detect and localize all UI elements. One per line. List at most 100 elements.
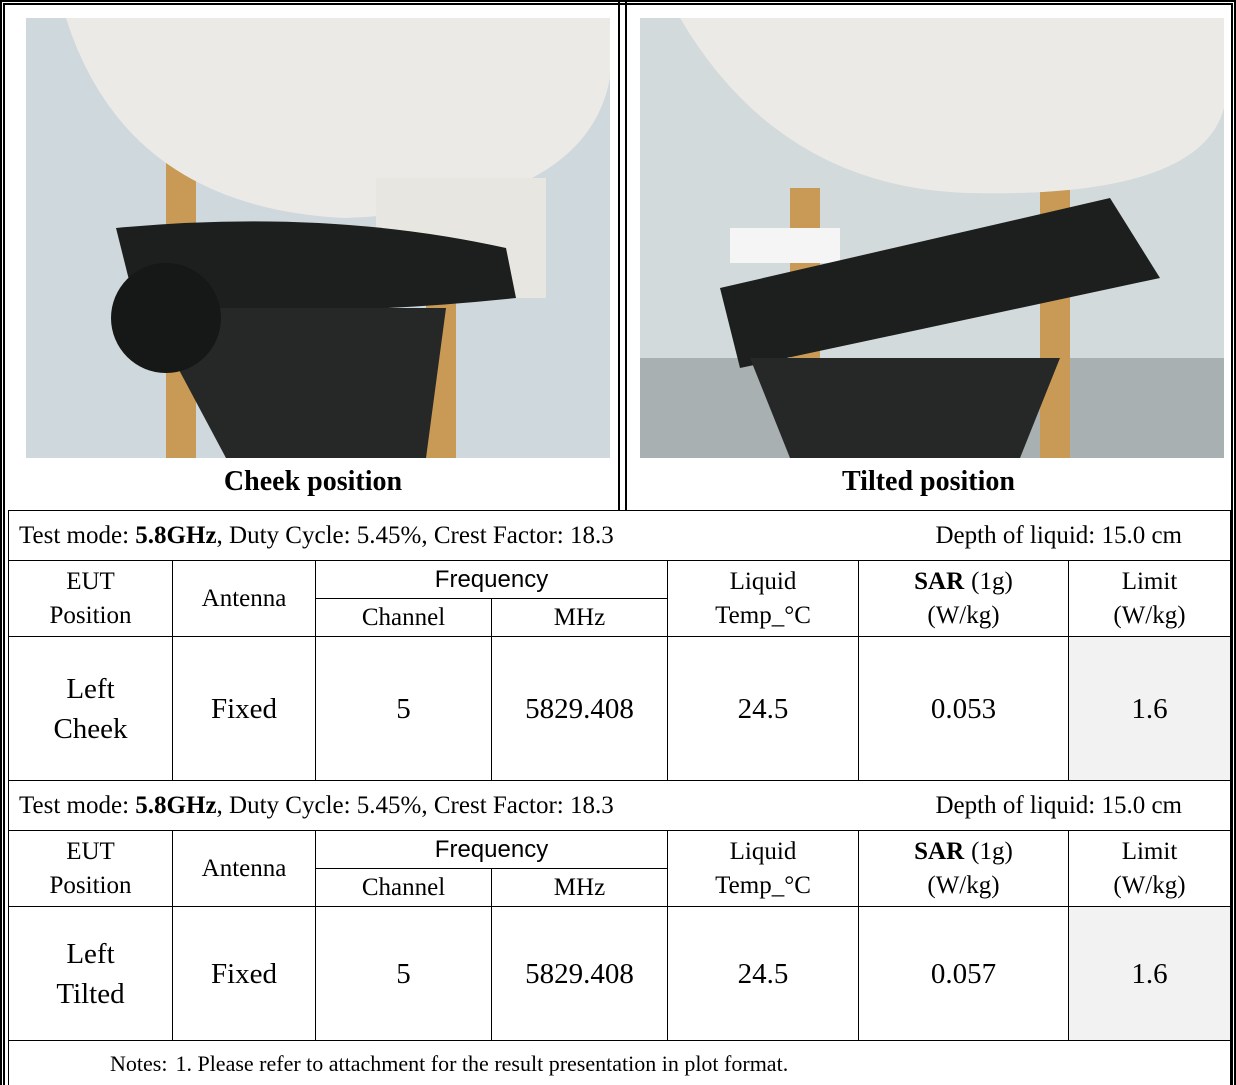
line: SAR (1g) — [914, 835, 1013, 869]
test-mode-row: Test mode: 5.8GHz, Duty Cycle: 5.45%, Cr… — [8, 510, 1231, 561]
header-text: Channel — [361, 873, 446, 901]
test-mode-row: Test mode: 5.8GHz, Duty Cycle: 5.45%, Cr… — [8, 780, 1231, 831]
header-cell: Limit (W/kg) — [1068, 560, 1231, 637]
photo-divider — [618, 0, 627, 510]
header-text: Temp_°C — [715, 601, 811, 629]
depth: Depth of liquid: 15.0 cm — [935, 521, 1183, 549]
header-text: EUT — [66, 567, 115, 595]
mode-rest: , Duty Cycle: 5.45%, Crest Factor: 18.3 — [216, 521, 614, 549]
data-cell: Left Tilted — [8, 906, 173, 1041]
line: Cheek — [53, 709, 127, 749]
header-text: MHz — [553, 873, 606, 901]
header-text: (1g) — [971, 567, 1013, 595]
notes: Notes: 1. Please refer to attachment for … — [8, 1040, 1231, 1085]
header-text: Frequency — [434, 835, 549, 863]
header-text: Temp_°C — [715, 871, 811, 899]
mode-rest: , Duty Cycle: 5.45%, Crest Factor: 18.3 — [216, 791, 614, 819]
data-cell: 5829.408 — [491, 636, 668, 781]
tilted-photo — [640, 18, 1224, 458]
header-cell: Frequency — [315, 560, 668, 599]
mode-value: 5.8GHz — [135, 791, 217, 819]
line: (W/kg) — [927, 599, 999, 633]
header-text: (1g) — [971, 837, 1013, 865]
note-item: 1. Please refer to attachment for the re… — [175, 1051, 789, 1076]
data-cell: 1.6 — [1068, 906, 1231, 1041]
notes-label: Notes: — [110, 1051, 168, 1076]
data-cell: Fixed — [172, 906, 316, 1041]
line: Position — [50, 599, 132, 633]
header-cell: EUT Position — [8, 830, 173, 907]
data-text: 1.6 — [1131, 692, 1168, 725]
line: Temp_°C — [715, 599, 811, 633]
data-text: 5829.408 — [525, 692, 634, 725]
data-text: Cheek — [53, 712, 128, 745]
data-text: 5 — [396, 957, 411, 990]
caption: Tilted position — [842, 466, 1015, 497]
header-text: MHz — [553, 603, 606, 631]
data-cell: 24.5 — [667, 636, 859, 781]
header-cell: Channel — [315, 868, 492, 907]
line: Liquid — [730, 565, 797, 599]
header-cell: MHz — [491, 868, 668, 907]
mode-value: 5.8GHz — [135, 521, 217, 549]
header-text: (W/kg) — [927, 601, 1000, 629]
mode-label: Test mode: — [19, 521, 136, 549]
line: EUT — [66, 565, 115, 599]
data-text: Tilted — [56, 977, 125, 1010]
header-cell: Limit (W/kg) — [1068, 830, 1231, 907]
line: Tilted — [56, 974, 124, 1014]
line: SAR (1g) — [914, 565, 1013, 599]
data-cell: Left Cheek — [8, 636, 173, 781]
header-text: Liquid — [729, 837, 797, 865]
data-text: 1.6 — [1131, 957, 1168, 990]
line: Limit — [1122, 565, 1178, 599]
line: (W/kg) — [927, 869, 999, 903]
header-cell: MHz — [491, 598, 668, 637]
header-cell: SAR (1g) (W/kg) — [858, 560, 1069, 637]
line: Left — [66, 669, 114, 709]
data-cell: Fixed — [172, 636, 316, 781]
data-text: Left — [66, 672, 115, 705]
header-cell: Antenna — [172, 830, 316, 907]
header-cell: Liquid Temp_°C — [667, 830, 859, 907]
header-text: (W/kg) — [1113, 601, 1186, 629]
depth: Depth of liquid: 15.0 cm — [935, 791, 1183, 819]
line: EUT — [66, 835, 115, 869]
line: (W/kg) — [1113, 599, 1185, 633]
header-cell: Channel — [315, 598, 492, 637]
header-cell: Antenna — [172, 560, 316, 637]
data-cell: 1.6 — [1068, 636, 1231, 781]
line: Limit — [1122, 835, 1178, 869]
data-cell: 5 — [315, 906, 492, 1041]
data-text: 5829.408 — [525, 957, 634, 990]
header-text: (W/kg) — [1113, 871, 1186, 899]
data-text: Left — [66, 937, 115, 970]
header-cell: SAR (1g) (W/kg) — [858, 830, 1069, 907]
header-text: (W/kg) — [927, 871, 1000, 899]
header-text: Limit — [1121, 567, 1178, 595]
header-cell: EUT Position — [8, 560, 173, 637]
line: Liquid — [730, 835, 797, 869]
data-text: 0.053 — [930, 692, 997, 725]
header-text: SAR — [914, 567, 965, 595]
line: Position — [50, 869, 132, 903]
cheek-photo — [26, 18, 610, 458]
data-text: 0.057 — [930, 957, 997, 990]
header-cell: Frequency — [315, 830, 668, 869]
header-text: Antenna — [201, 584, 287, 612]
line: (W/kg) — [1113, 869, 1185, 903]
data-text: Fixed — [210, 692, 278, 725]
line: Left — [66, 934, 114, 974]
data-text: 24.5 — [737, 957, 789, 990]
header-text: SAR — [914, 837, 965, 865]
header-text: Frequency — [434, 565, 549, 593]
header-text: Antenna — [201, 854, 287, 882]
header-cell: Liquid Temp_°C — [667, 560, 859, 637]
header-text: Channel — [361, 603, 446, 631]
data-cell: 24.5 — [667, 906, 859, 1041]
header-text: Position — [49, 871, 132, 899]
header-text: Liquid — [729, 567, 797, 595]
data-text: 5 — [396, 692, 411, 725]
data-text: 24.5 — [737, 692, 789, 725]
